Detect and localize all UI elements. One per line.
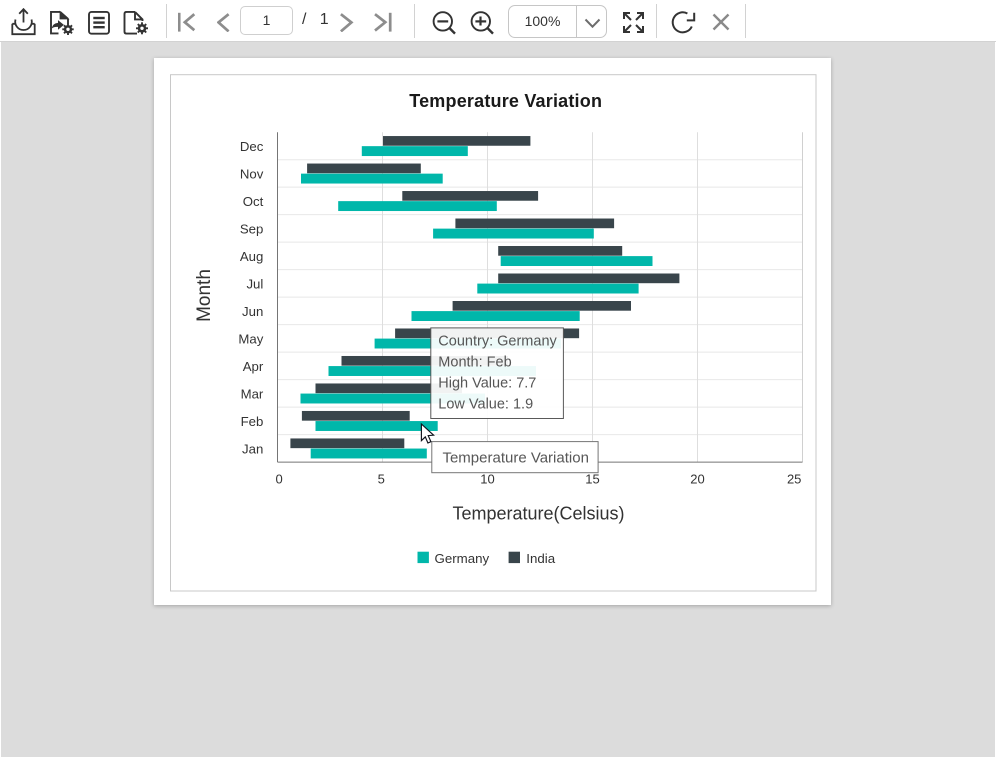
svg-text:25: 25 — [787, 472, 801, 487]
svg-text:Nov: Nov — [240, 166, 264, 181]
svg-text:May: May — [238, 331, 263, 346]
svg-text:Oct: Oct — [243, 194, 264, 209]
svg-text:India: India — [526, 551, 555, 566]
svg-text:Sep: Sep — [240, 221, 263, 236]
svg-text:5: 5 — [378, 472, 385, 487]
svg-text:Apr: Apr — [243, 359, 264, 374]
svg-text:20: 20 — [690, 472, 704, 487]
svg-text:Country: Germany: Country: Germany — [438, 334, 557, 350]
svg-text:0: 0 — [275, 472, 282, 487]
svg-text:Month: Month — [194, 269, 215, 322]
svg-text:Mar: Mar — [241, 386, 264, 401]
svg-text:Jan: Jan — [242, 441, 263, 456]
svg-text:Jun: Jun — [242, 304, 263, 319]
svg-text:Jul: Jul — [246, 276, 263, 291]
svg-text:High Value: 7.7: High Value: 7.7 — [438, 376, 536, 392]
svg-text:10: 10 — [480, 472, 494, 487]
svg-text:Germany: Germany — [435, 551, 490, 566]
svg-text:Aug: Aug — [240, 249, 263, 264]
svg-text:Feb: Feb — [241, 414, 264, 429]
svg-text:Temperature(Celsius): Temperature(Celsius) — [452, 504, 624, 524]
svg-text:Dec: Dec — [240, 139, 264, 154]
svg-text:Temperature Variation: Temperature Variation — [442, 449, 588, 466]
svg-text:Low Value: 1.9: Low Value: 1.9 — [438, 397, 533, 413]
svg-text:Temperature Variation: Temperature Variation — [409, 91, 602, 111]
svg-text:15: 15 — [585, 472, 599, 487]
svg-text:Month: Feb: Month: Feb — [438, 355, 511, 371]
